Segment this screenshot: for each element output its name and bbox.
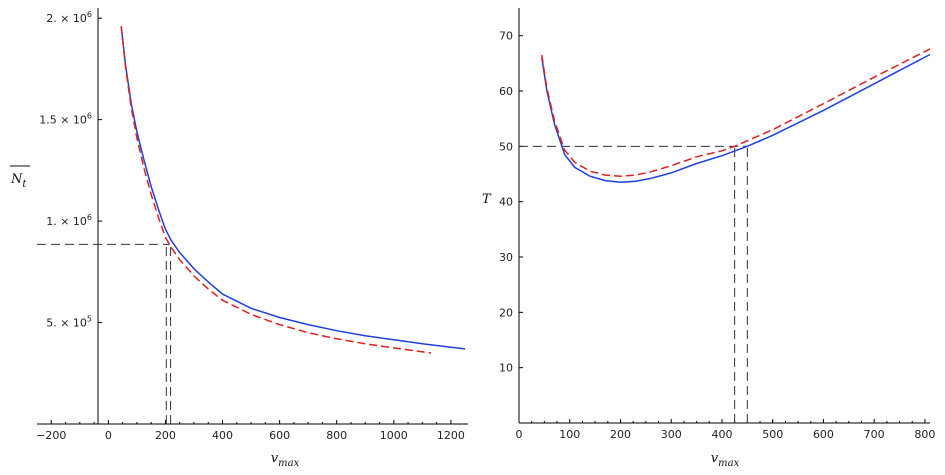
x-tick-label: −200 <box>36 429 66 442</box>
y-tick-label: 2. × 106 <box>46 10 92 25</box>
y-tick-label: 20 <box>499 306 513 319</box>
x-tick-label: 200 <box>155 429 176 442</box>
x-tick-label: 500 <box>762 428 783 441</box>
x-axis-label: vmax <box>271 451 300 469</box>
series-line-2 <box>541 48 931 177</box>
x-tick-label: 200 <box>610 428 631 441</box>
y-tick-label: 50 <box>499 140 513 153</box>
x-tick-label: 400 <box>711 428 732 441</box>
series-line-1 <box>120 26 466 350</box>
x-tick-label: 300 <box>661 428 682 441</box>
y-tick-label: 1. × 106 <box>46 213 92 228</box>
chart-panel-1: −200 0 200 400 600 800 1000 1200 5. × 105 1. × 10… <box>36 8 468 442</box>
series-line-1 <box>541 53 931 184</box>
y-axis-label: Nt <box>10 165 30 190</box>
y-tick-label: 10 <box>499 362 513 375</box>
y-tick-label: 5. × 105 <box>46 315 92 330</box>
x-tick-label: 1200 <box>437 429 465 442</box>
x-tick-label: 0 <box>105 429 112 442</box>
y-tick-label: 1.5 × 106 <box>39 112 92 127</box>
x-tick-label: 700 <box>864 428 885 441</box>
x-tick-label: 100 <box>559 428 580 441</box>
x-tick-label: 800 <box>914 428 935 441</box>
x-tick-label: 0 <box>516 428 523 441</box>
y-tick-label: 30 <box>499 251 513 264</box>
x-axis-label: vmax <box>711 451 740 469</box>
x-tick-label: 1000 <box>380 429 408 442</box>
x-tick-label: 800 <box>326 429 347 442</box>
x-tick-label: 600 <box>269 429 290 442</box>
y-tick-label: 60 <box>499 85 513 98</box>
y-tick-label: 40 <box>499 196 513 209</box>
series-line-2 <box>120 26 432 354</box>
x-tick-label: 400 <box>212 429 233 442</box>
y-axis-label-text: Nt <box>10 172 27 190</box>
y-axis-label: T <box>482 192 492 207</box>
chart-panel-2: 0 100 200 300 400 500 600 700 800 10 20 30 40 50 60 70 <box>499 8 935 441</box>
y-tick-label: 70 <box>499 30 513 43</box>
x-tick-label: 600 <box>813 428 834 441</box>
